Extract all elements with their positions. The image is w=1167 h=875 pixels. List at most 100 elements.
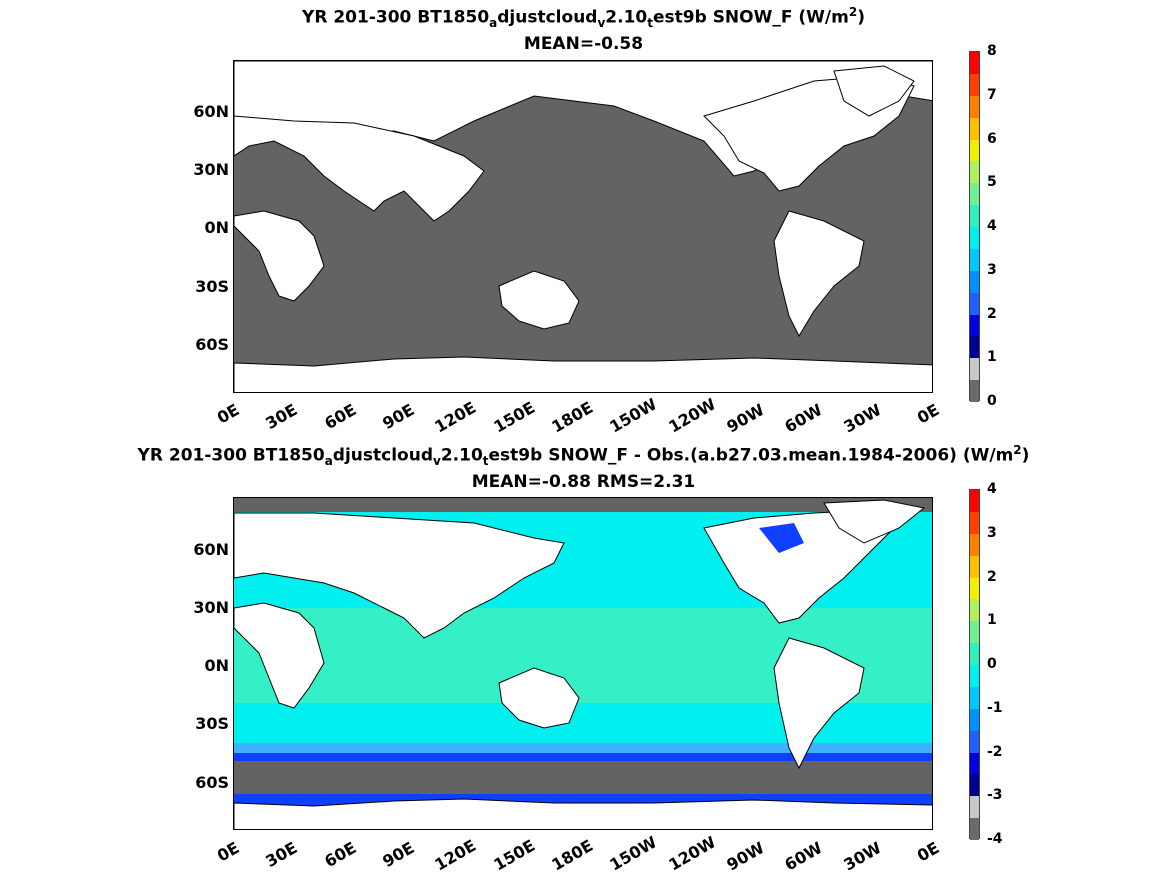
panel1-lon-label: 60E (320, 400, 360, 434)
panel1-lon-label: 90W (723, 400, 768, 437)
panel2-colorbar-tick: 3 (987, 524, 997, 541)
panel2-lon-label: 0E (913, 838, 943, 866)
panel1-colorbar-segment (970, 227, 979, 249)
panel2-colorbar-segment (970, 511, 979, 534)
panel2-lon-label: 150E (490, 835, 538, 875)
panel1-map-svg (234, 61, 932, 392)
panel2-colorbar-tick: 1 (987, 612, 997, 629)
panel1-lon-label: 120E (431, 397, 480, 437)
australia-land (498, 667, 580, 729)
panel2-colorbar-segment (970, 665, 979, 687)
panel1-colorbar-tick: 4 (987, 218, 997, 234)
panel2-colorbar-tick: -3 (987, 787, 1003, 804)
panel2-colorbar-segment (970, 730, 979, 753)
panel1-colorbar-segment (970, 95, 979, 118)
panel1-lat-30n: 30N (193, 160, 229, 179)
antarctica-land (234, 356, 932, 392)
panel2-lon-label: 90E (379, 838, 418, 872)
panel2-lat-0n: 0N (204, 656, 229, 675)
eurasia-land (234, 512, 565, 639)
panel1-title: YR 201-300 BT1850adjustcloudv2.10test9b … (302, 5, 865, 31)
panel1-lon-label: 180E (548, 397, 597, 437)
panel1-lon-label: 150E (490, 397, 538, 437)
panel2-colorbar-segment (970, 774, 979, 797)
panel1-lon-label: 120W (665, 394, 719, 437)
panel1-colorbar-tick: 7 (987, 86, 997, 103)
panel1-map (233, 60, 933, 393)
panel2-stats: MEAN=-0.88 RMS=2.31 (471, 472, 696, 492)
panel2-colorbar-segment (970, 577, 979, 600)
panel1-lon-label: 0E (213, 400, 243, 428)
panel2-colorbar-tick: 4 (987, 481, 997, 497)
south-america-land (773, 210, 865, 338)
panel2-colorbar (969, 489, 980, 840)
panel2-colorbar-segment (970, 686, 979, 709)
south-lightblue-band (234, 743, 932, 755)
panel2-title: YR 201-300 BT1850adjustcloudv2.10test9b … (137, 443, 1030, 469)
panel1-lon-label: 30W (840, 400, 885, 437)
greenland-land (823, 499, 926, 544)
antarctica-land (234, 798, 932, 829)
panel1-colorbar-segment (970, 314, 979, 337)
panel1-colorbar-segment (970, 73, 979, 96)
panel2-colorbar-segment (970, 708, 979, 731)
hudson-bay (759, 523, 804, 553)
panel2-colorbar-tick: -2 (987, 743, 1003, 760)
arctic-gray-band (234, 498, 932, 512)
panel1-colorbar (969, 51, 980, 402)
panel2-lon-label: 60E (320, 838, 360, 872)
panel1-lat-0n: 0N (204, 218, 229, 237)
panel1-lat-60s: 60S (195, 335, 229, 354)
panel1-lon-label: 150W (606, 394, 661, 437)
panel2-colorbar-tick: -4 (987, 831, 1003, 847)
panel2-colorbar-segment (970, 818, 979, 840)
panel1-colorbar-tick: 3 (987, 261, 997, 278)
panel2-map (233, 497, 933, 830)
panel2-colorbar-tick: -1 (987, 699, 1003, 716)
panel2-lon-label: 60W (781, 838, 826, 875)
panel1-colorbar-tick: 0 (987, 393, 997, 409)
panel2-colorbar-tick: 0 (987, 656, 997, 672)
panel2-colorbar-segment (970, 490, 979, 512)
panel2-lon-label: 180E (548, 835, 597, 875)
panel2-lon-label: 30E (262, 838, 301, 872)
panel2-map-svg (234, 498, 932, 829)
panel2-lon-label: 150W (606, 832, 661, 875)
africa-land (234, 210, 325, 302)
panel2-lon-label: 90W (723, 838, 768, 875)
panel1-colorbar-tick: 2 (987, 305, 997, 322)
asia-land (234, 115, 485, 222)
australia-land (498, 270, 580, 330)
panel1-lat-30s: 30S (195, 277, 229, 296)
panel1-lon-label: 90E (379, 400, 418, 434)
panel1-colorbar-segment (970, 270, 979, 293)
panel2-lon-label: 30W (840, 838, 885, 875)
panel1-colorbar-segment (970, 358, 979, 381)
panel1-colorbar-segment (970, 117, 979, 140)
panel1-colorbar-tick: 5 (987, 174, 997, 191)
north-america-land (703, 509, 895, 624)
panel2-colorbar-tick: 2 (987, 568, 997, 585)
panel1-colorbar-segment (970, 183, 979, 206)
panel1-stats: MEAN=-0.58 (523, 34, 644, 54)
panel1-colorbar-segment (970, 336, 979, 359)
panel1-colorbar-tick: 8 (987, 43, 997, 59)
panel2-colorbar-segment (970, 752, 979, 775)
panel2-lat-60n: 60N (193, 540, 229, 559)
panel2-colorbar-segment (970, 643, 979, 665)
panel1-colorbar-segment (970, 205, 979, 227)
panel1-colorbar-segment (970, 52, 979, 74)
panel1-colorbar-tick: 6 (987, 130, 997, 147)
panel1-colorbar-segment (970, 161, 979, 184)
panel2-colorbar-segment (970, 796, 979, 819)
panel2-colorbar-segment (970, 533, 979, 556)
panel1-lon-label: 0E (913, 400, 943, 428)
south-america-land (773, 637, 865, 770)
panel2-lon-label: 120E (431, 835, 480, 875)
panel1-colorbar-segment (970, 139, 979, 162)
panel1-colorbar-segment (970, 248, 979, 271)
panel1-colorbar-segment (970, 380, 979, 402)
panel2-colorbar-segment (970, 621, 979, 644)
panel2-lat-30s: 30S (195, 714, 229, 733)
south-gray-band (234, 761, 932, 794)
